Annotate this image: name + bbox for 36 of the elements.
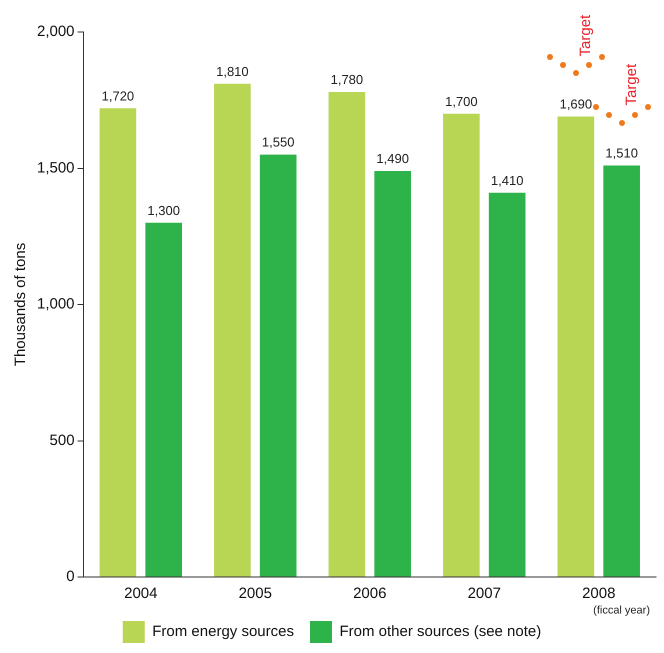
y-tick-label: 2,000 (36, 23, 75, 40)
annotation: Target (622, 63, 640, 106)
bar (100, 108, 136, 576)
bar (488, 192, 526, 576)
bar (603, 166, 640, 576)
y-tick-label: 0 (66, 568, 75, 586)
x-tick-label: 2004 (124, 585, 158, 602)
bar (260, 154, 296, 576)
y-tick-label: 1,000 (36, 296, 75, 313)
bar (214, 84, 251, 576)
bar (145, 222, 182, 576)
bar (374, 170, 411, 576)
y-axis-title: Thousands of tons (12, 242, 30, 366)
annotation: Target (576, 14, 594, 56)
x-tick-label: 2007 (468, 585, 501, 602)
data-label: 1,410 (490, 172, 524, 188)
data-label: 1,700 (445, 94, 478, 109)
bar (328, 92, 366, 576)
data-label: 1,490 (376, 151, 409, 166)
x-tick-label: 2006 (353, 585, 386, 602)
data-label: 1,690 (560, 96, 592, 112)
y-tick-label: 1,500 (36, 159, 75, 176)
data-label: 1,720 (102, 88, 134, 104)
x-tick-label: 2008 (582, 585, 616, 602)
data-label: 1,300 (147, 202, 180, 218)
data-label: 1,780 (330, 72, 364, 88)
x-axis-title: (ficcal year) (593, 604, 650, 617)
legend-label: From other sources (see note) (339, 623, 542, 640)
data-label: 1,810 (216, 64, 249, 79)
data-label: 1,550 (262, 134, 294, 150)
bar (443, 114, 480, 576)
legend-label: From energy sources (152, 623, 294, 640)
y-tick-label: 500 (50, 432, 75, 449)
x-tick-label: 2005 (238, 585, 272, 602)
bar (558, 116, 594, 576)
data-label: 1,510 (605, 146, 638, 161)
